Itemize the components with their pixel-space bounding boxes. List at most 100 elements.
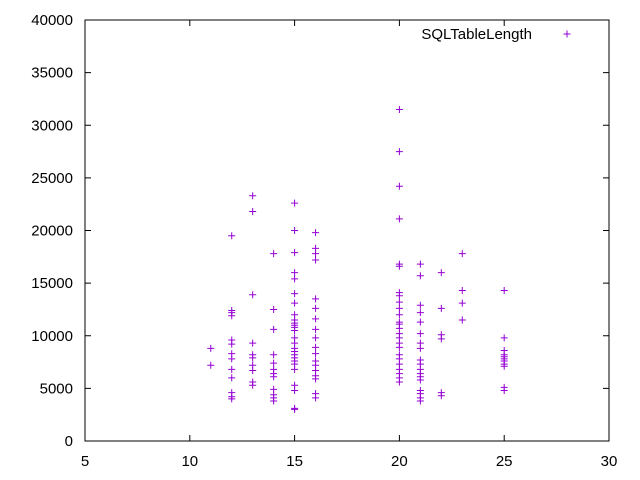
data-point: [416, 309, 424, 317]
data-point: [270, 351, 278, 359]
data-point: [416, 272, 424, 280]
data-point: [270, 325, 278, 333]
x-tick-label: 30: [601, 453, 618, 470]
data-point: [228, 374, 236, 382]
data-point: [437, 304, 445, 312]
data-point: [228, 355, 236, 363]
data-point: [207, 361, 215, 369]
data-point: [395, 343, 403, 351]
data-point: [291, 290, 299, 298]
data-point: [228, 395, 236, 403]
data-point: [395, 311, 403, 319]
data-point: [312, 343, 320, 351]
data-point: [291, 365, 299, 373]
x-tick-label: 15: [286, 453, 303, 470]
data-point: [291, 405, 299, 413]
data-point: [416, 330, 424, 338]
data-point: [291, 386, 299, 394]
data-point: [312, 375, 320, 383]
data-point: [395, 298, 403, 306]
data-point: [395, 148, 403, 156]
x-tick-label: 10: [181, 453, 198, 470]
data-point: [312, 394, 320, 402]
legend-marker-plus: [563, 30, 571, 38]
data-point: [270, 373, 278, 381]
legend: SQLTableLength: [421, 26, 571, 43]
data-point: [437, 335, 445, 343]
data-point: [395, 304, 403, 312]
data-point: [249, 354, 257, 362]
y-tick-label: 40000: [31, 12, 73, 29]
y-axis-ticks: 0 5000 10000 15000 20000 25000 30000 35000 40000: [31, 12, 609, 450]
data-points: [207, 105, 508, 413]
x-axis-ticks: 5 10 15 20 25 30: [81, 20, 618, 470]
data-point: [416, 344, 424, 352]
x-tick-label: 20: [391, 453, 408, 470]
y-tick-label: 5000: [40, 380, 73, 397]
data-point: [312, 334, 320, 342]
data-point: [249, 381, 257, 389]
data-point: [458, 250, 466, 258]
data-point: [416, 301, 424, 309]
data-point: [458, 316, 466, 324]
y-tick-label: 25000: [31, 170, 73, 187]
data-point: [270, 397, 278, 405]
y-tick-label: 35000: [31, 65, 73, 82]
data-point: [312, 295, 320, 303]
y-tick-label: 30000: [31, 117, 73, 134]
data-point: [291, 269, 299, 277]
data-point: [249, 208, 257, 216]
data-point: [228, 312, 236, 320]
data-point: [312, 304, 320, 312]
data-point: [291, 199, 299, 207]
y-tick-label: 15000: [31, 275, 73, 292]
data-point: [437, 269, 445, 277]
legend-label: SQLTableLength: [421, 26, 532, 43]
data-point: [416, 397, 424, 405]
data-point: [395, 378, 403, 386]
data-point: [270, 305, 278, 313]
data-point: [416, 376, 424, 384]
data-point: [312, 256, 320, 264]
data-point: [312, 350, 320, 358]
data-point: [312, 250, 320, 258]
y-tick-label: 0: [65, 433, 73, 450]
data-point: [228, 365, 236, 373]
data-point: [416, 260, 424, 268]
data-point: [249, 339, 257, 347]
data-point: [500, 362, 508, 370]
y-tick-label: 20000: [31, 223, 73, 240]
data-point: [228, 340, 236, 348]
data-point: [395, 215, 403, 223]
data-point: [500, 286, 508, 294]
x-tick-label: 5: [81, 453, 89, 470]
data-point: [291, 326, 299, 334]
data-point: [207, 344, 215, 352]
data-point: [458, 286, 466, 294]
data-point: [291, 275, 299, 283]
legend-marker-icon: [563, 30, 571, 38]
data-point: [228, 232, 236, 240]
data-point: [249, 291, 257, 299]
x-tick-label: 25: [496, 453, 513, 470]
data-point: [312, 229, 320, 237]
data-point: [500, 386, 508, 394]
data-point: [312, 325, 320, 333]
data-point: [270, 250, 278, 258]
data-point: [270, 359, 278, 367]
data-point: [416, 318, 424, 326]
data-point: [500, 334, 508, 342]
data-point: [395, 292, 403, 300]
data-point: [395, 105, 403, 113]
data-point: [249, 366, 257, 374]
data-point: [249, 192, 257, 200]
data-point: [312, 315, 320, 323]
data-point: [395, 182, 403, 190]
data-point: [395, 262, 403, 270]
data-point: [291, 249, 299, 257]
data-point: [458, 299, 466, 307]
data-point: [291, 299, 299, 307]
data-point: [437, 392, 445, 400]
